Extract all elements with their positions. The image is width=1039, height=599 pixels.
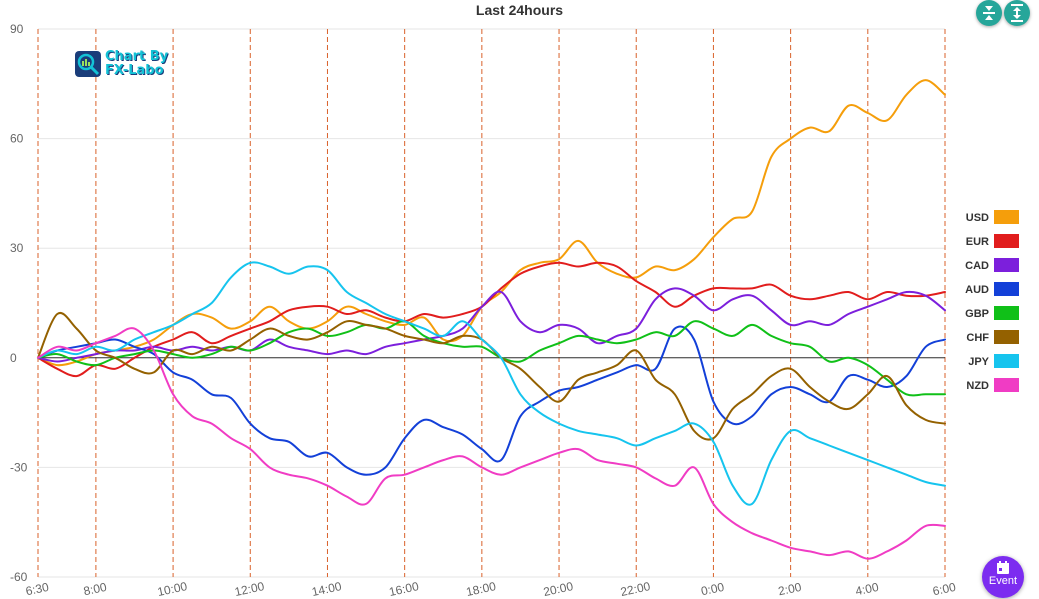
- legend-swatch: [994, 258, 1019, 272]
- legend-swatch: [994, 306, 1019, 320]
- expand-button[interactable]: [1004, 0, 1030, 26]
- legend-swatch: [994, 378, 1019, 392]
- legend-item-gbp[interactable]: GBP: [965, 306, 1019, 320]
- y-tick-label: 0: [10, 351, 17, 365]
- legend-label: EUR: [966, 236, 989, 248]
- series-line-nzd: [37, 327, 946, 560]
- legend-item-chf[interactable]: CHF: [966, 330, 1019, 344]
- series-line-chf: [37, 311, 946, 441]
- legend-item-eur[interactable]: EUR: [966, 234, 1019, 248]
- y-tick-label: 90: [10, 22, 24, 36]
- legend-label: NZD: [966, 380, 989, 392]
- series-line-aud: [37, 325, 946, 476]
- magnifier-chart-icon: [75, 51, 101, 77]
- legend-swatch: [994, 330, 1019, 344]
- legend-swatch: [994, 234, 1019, 248]
- legend-label: JPY: [968, 356, 989, 368]
- chart-title: Last 24hours: [475, 2, 564, 18]
- expand-icon: [1011, 4, 1023, 22]
- x-tick-label: 18:00: [465, 579, 498, 599]
- collapse-icon: [983, 6, 995, 20]
- legend-label: CAD: [965, 260, 989, 272]
- event-button[interactable]: Event: [982, 556, 1024, 598]
- y-tick-label: 60: [10, 132, 24, 146]
- event-label: Event: [988, 575, 1018, 587]
- legend[interactable]: USD EUR CAD AUD GBP CHF JPY NZD: [965, 210, 1019, 392]
- x-tick-label: 14:00: [310, 579, 343, 599]
- legend-swatch: [994, 354, 1019, 368]
- y-axis: -60 -30 0 30 60 90: [10, 22, 28, 584]
- series-line-gbp: [37, 320, 946, 397]
- calendar-icon: [997, 561, 1009, 574]
- legend-item-jpy[interactable]: JPY: [968, 354, 1019, 368]
- series-line-eur: [37, 261, 946, 378]
- legend-label: USD: [966, 212, 989, 224]
- x-tick-label: 2:00: [777, 580, 803, 599]
- gridlines: [38, 28, 945, 578]
- y-tick-label: -30: [10, 460, 28, 474]
- y-tick-label: 30: [10, 241, 24, 255]
- x-tick-label: 8:00: [82, 580, 108, 599]
- x-tick-label: 0:00: [700, 580, 726, 599]
- x-tick-label: 6:30: [24, 580, 50, 599]
- x-tick-label: 6:00: [931, 580, 957, 599]
- legend-item-usd[interactable]: USD: [966, 210, 1019, 224]
- x-tick-label: 4:00: [854, 580, 880, 599]
- watermark-line-2: FX-Labo: [105, 63, 164, 78]
- legend-swatch: [994, 210, 1019, 224]
- watermark-line-1: Chart By: [105, 49, 169, 64]
- y-tick-label: -60: [10, 570, 28, 584]
- legend-item-nzd[interactable]: NZD: [966, 378, 1019, 392]
- legend-item-aud[interactable]: AUD: [965, 282, 1019, 296]
- legend-item-cad[interactable]: CAD: [965, 258, 1019, 272]
- legend-label: CHF: [966, 332, 989, 344]
- legend-swatch: [994, 282, 1019, 296]
- series-line-cad: [37, 287, 946, 363]
- series-line-usd: [37, 79, 946, 367]
- x-tick-label: 20:00: [542, 579, 575, 599]
- x-tick-label: 22:00: [619, 579, 652, 599]
- x-tick-label: 12:00: [233, 579, 266, 599]
- watermark-logo: Chart By FX-Labo: [74, 50, 168, 80]
- legend-label: AUD: [965, 284, 989, 296]
- x-tick-label: 10:00: [156, 579, 189, 599]
- time-markers: [37, 29, 946, 577]
- series-lines: [37, 79, 946, 560]
- collapse-button[interactable]: [976, 0, 1002, 26]
- series-line-jpy: [37, 261, 946, 506]
- x-tick-label: 16:00: [388, 579, 421, 599]
- x-axis: 6:30 8:00 10:00 12:00 14:00 16:00 18:00 20:00 22…: [24, 579, 957, 599]
- legend-label: GBP: [965, 308, 989, 320]
